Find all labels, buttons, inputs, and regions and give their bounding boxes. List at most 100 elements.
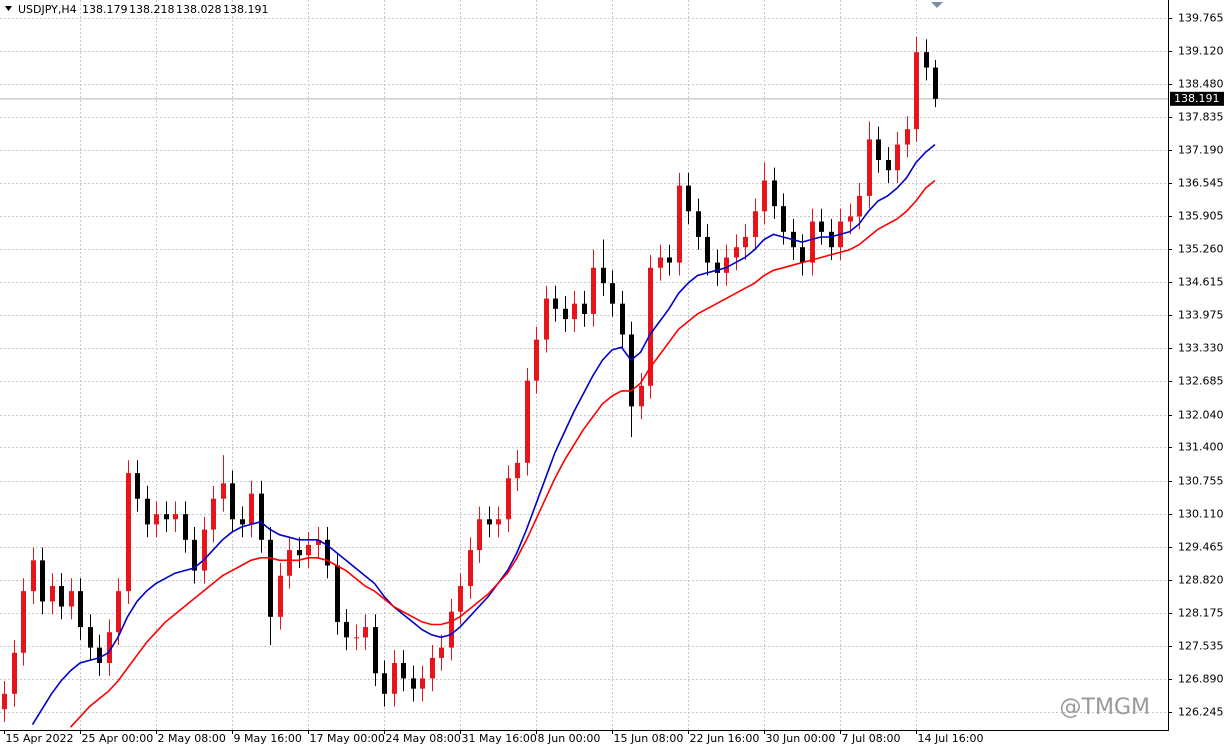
y-tick-label: 126.890 (1178, 673, 1224, 686)
candle-body (354, 637, 359, 639)
candle-body (420, 678, 425, 689)
header-value: 138.191 (223, 3, 269, 16)
x-tick-label: 17 May 00:00 (310, 732, 385, 745)
watermark: @TMGM (1060, 695, 1150, 720)
plot (0, 36, 1168, 728)
candle-body (116, 591, 121, 633)
candle-body (753, 211, 758, 237)
candle-body (886, 159, 891, 171)
x-tick-label: 15 Apr 2022 (6, 732, 74, 745)
candle-body (59, 586, 64, 607)
y-tick-label: 130.110 (1178, 508, 1224, 521)
candle-body (221, 483, 226, 499)
candle-body (810, 221, 815, 263)
candle-body (392, 663, 397, 694)
y-tick-label: 132.685 (1178, 375, 1224, 388)
candle-body (259, 493, 264, 540)
candle-body (287, 550, 292, 576)
candle-body (335, 565, 340, 622)
candle-body (21, 591, 26, 653)
moving-average (69, 179, 936, 728)
candle-body (686, 185, 691, 212)
candle-body (164, 514, 169, 520)
candle-body (829, 231, 834, 248)
candle-body (240, 519, 245, 525)
y-tick-label: 128.175 (1178, 607, 1224, 620)
shift-marker[interactable] (931, 2, 943, 8)
candle-body (705, 236, 710, 263)
candle-body (933, 67, 938, 99)
symbol: USDJPY,H4 (18, 3, 77, 16)
candle-body (278, 575, 283, 617)
y-tick-label: 126.245 (1178, 706, 1224, 719)
y-tick-label: 134.615 (1178, 276, 1224, 289)
candle-body (69, 591, 74, 607)
candle-body (544, 298, 549, 340)
candle-body (12, 652, 17, 694)
candle-body (192, 539, 197, 571)
header-ohlc: 138.179 138.218 138.028 138.191 (82, 3, 269, 16)
y-tick-label: 132.040 (1178, 409, 1224, 422)
candle-body (31, 560, 36, 592)
candle-body (297, 550, 302, 556)
candle-body (582, 303, 587, 314)
y-tick-label: 139.765 (1178, 12, 1224, 25)
current-price-label: 138.191 (1174, 92, 1220, 105)
candle-body (857, 195, 862, 217)
y-tick-label: 138.480 (1178, 78, 1224, 91)
candle-body (449, 611, 454, 648)
moving-average (31, 143, 936, 726)
menu-triangle[interactable] (5, 6, 12, 11)
candle-body (772, 180, 777, 207)
x-tick-label: 22 Jun 16:00 (690, 732, 760, 745)
y-tick-label: 128.820 (1178, 574, 1224, 587)
candle-body (506, 478, 511, 520)
y-tick-label: 135.260 (1178, 243, 1224, 256)
axes: 139.765 139.120 138.480 137.835 137.190 136.5… (4, 12, 1224, 745)
candle-body (924, 52, 929, 68)
y-tick-label: 139.120 (1178, 45, 1224, 58)
candle-body (601, 267, 606, 284)
y-tick-label: 137.190 (1178, 144, 1224, 157)
candle-body (610, 283, 615, 304)
y-tick-label: 130.755 (1178, 475, 1224, 488)
candle-body (677, 185, 682, 263)
candle-body (107, 632, 112, 664)
candle-body (401, 663, 406, 679)
candle-body (553, 298, 558, 309)
candle-body (762, 180, 767, 212)
x-tick-label: 31 May 16:00 (462, 732, 537, 745)
y-tick-label: 137.835 (1178, 111, 1224, 124)
x-tick-label: 7 Jul 08:00 (842, 732, 901, 745)
candle-body (715, 262, 720, 273)
candle-body (2, 693, 7, 710)
candle-body (487, 519, 492, 525)
candle-body (876, 139, 881, 160)
candle-body (905, 129, 910, 145)
current-price-box (1170, 91, 1224, 106)
candle-body (50, 586, 55, 602)
candle-body (306, 544, 311, 556)
y-tick-label: 131.400 (1178, 441, 1224, 454)
candle-body (183, 514, 188, 540)
candle-body (743, 236, 748, 248)
candle-body (439, 647, 444, 658)
candle-body (249, 493, 254, 525)
candle-body (724, 257, 729, 273)
x-tick-label: 25 Apr 00:00 (82, 732, 154, 745)
y-tick-label: 133.330 (1178, 342, 1224, 355)
candle-body (458, 586, 463, 612)
candle-body (534, 339, 539, 381)
header-value: 138.179 (82, 3, 128, 16)
y-tick-label: 133.975 (1178, 309, 1224, 322)
candle-body (154, 514, 159, 525)
candle-body (819, 221, 824, 232)
candle-body (40, 560, 45, 602)
x-tick-label: 2 May 08:00 (158, 732, 226, 745)
candle-body (591, 267, 596, 314)
candle-body (97, 647, 102, 664)
candle-body (620, 303, 625, 335)
candle-body (895, 144, 900, 171)
candle-body (515, 462, 520, 479)
